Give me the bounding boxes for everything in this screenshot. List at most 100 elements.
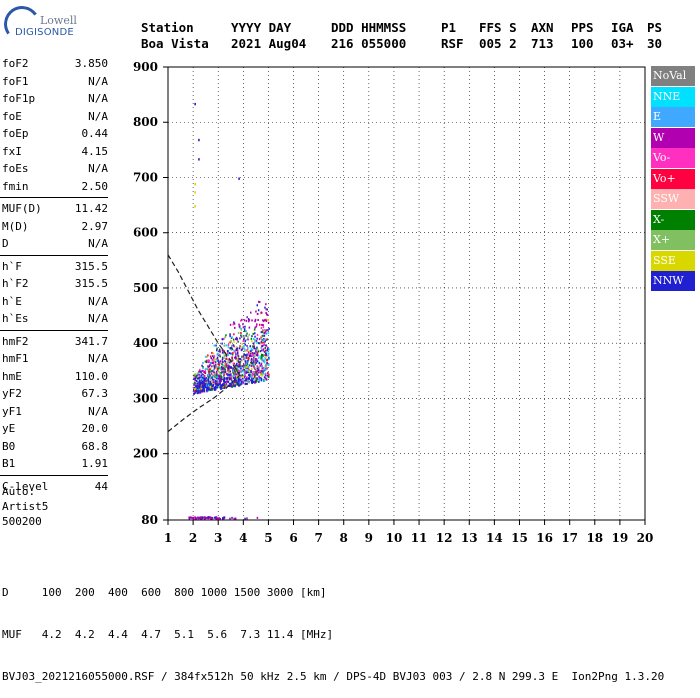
echo-point [235,346,238,349]
echo-point [198,158,200,161]
echo-point [209,368,211,371]
parameter-row: M(D) 2.97 [0,218,110,236]
echo-point [236,347,239,350]
echo-point [260,363,263,366]
echo-point [201,378,204,381]
echo-point [265,318,267,321]
echo-point [218,363,221,366]
echo-point [265,378,268,381]
parameter-value: 44 [94,479,108,493]
echo-point [256,333,259,336]
echo-point [193,392,195,395]
echo-point [238,382,240,385]
echo-point [266,361,268,364]
echo-point [194,516,196,519]
echo-point [217,381,219,384]
echo-point [258,356,260,359]
echo-point [246,332,248,335]
echo-point [225,363,227,366]
echo-point [254,363,256,366]
echo-point [260,379,263,382]
echo-point [265,359,268,362]
echo-point [230,383,232,386]
echo-point [246,371,248,374]
echo-point [230,352,232,355]
echo-point [249,363,252,366]
echo-point [195,389,197,392]
echo-point [259,373,262,376]
echo-point [252,358,255,361]
echo-point [245,378,247,381]
parameter-row: foF1p N/A [0,90,110,108]
echo-point [217,383,220,386]
echo-point [262,324,264,327]
echo-point [205,377,207,379]
echo-point [209,387,211,390]
echo-point [197,516,199,519]
echo-point [198,138,200,142]
echo-point [219,386,222,389]
echo-point [211,378,214,381]
echo-point [236,373,238,376]
parameter-row: yF2 67.3 [0,385,110,403]
echo-point [243,330,246,332]
echo-point [231,356,233,359]
echo-point [225,334,227,337]
echo-point [202,370,204,372]
echo-point [255,348,257,350]
echo-point [264,340,266,343]
echo-point [219,366,222,369]
echo-point [250,370,252,373]
echo-point [239,376,241,378]
echo-point [268,356,270,359]
echo-point [197,387,199,390]
echo-point [234,517,237,520]
echo-point [229,323,232,326]
echo-point [245,382,247,385]
parameter-row: yF1 N/A [0,403,110,421]
echo-point [262,371,264,374]
parameter-name: B1 [2,457,16,470]
echo-point [214,366,216,369]
x-tick-label: 15 [511,531,528,545]
echo-point [220,384,222,387]
echo-point [239,337,241,340]
echo-point [221,358,224,361]
echo-point [260,373,263,376]
echo-point [198,517,200,520]
echo-point [206,380,208,382]
echo-point [244,343,246,346]
echo-point [215,365,217,368]
echo-point [265,330,267,333]
echo-point [222,361,224,364]
echo-point [213,358,216,361]
echo-point [220,368,222,371]
echo-point [265,363,267,366]
echo-point [211,381,213,384]
echo-point [247,379,249,382]
header-label-cell: AXN [531,20,554,35]
echo-point [192,516,194,519]
echo-point [248,326,251,329]
parameter-value: 110.0 [74,369,108,383]
echo-point [235,355,237,358]
echo-point [240,359,243,362]
parameter-row: foEs N/A [0,160,110,178]
parameter-name: foE [2,109,22,123]
parameter-value: 11.42 [74,202,108,215]
echo-point [235,383,238,386]
echo-point [262,350,265,353]
polarization-legend: NoVal NNE E W Vo- Vo+ SSW X- X+ SSE NNW [651,66,695,292]
echo-point [264,378,267,381]
echo-point [267,354,269,357]
echo-point [203,385,205,388]
echo-point [198,375,200,377]
echo-point [261,331,264,334]
echo-point [241,382,244,385]
echo-point [201,370,203,372]
echo-point [210,362,212,365]
echo-point [257,348,259,351]
echo-point [201,364,203,367]
echo-point [256,367,259,370]
echo-point [250,355,253,358]
